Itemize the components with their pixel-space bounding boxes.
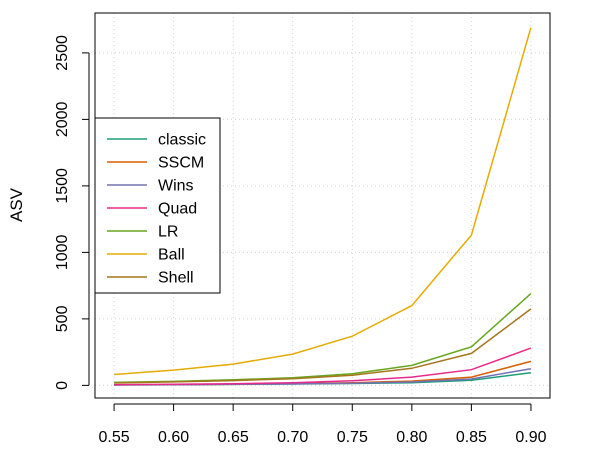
y-tick-label: 0 <box>54 381 71 390</box>
y-axis: 0 500 1000 1500 2000 2500 <box>54 35 90 390</box>
x-tick-label: 0.90 <box>515 429 546 446</box>
x-axis: 0.55 0.60 0.65 0.70 0.75 0.80 0.85 0.90 <box>98 403 547 446</box>
legend-label-lr: LR <box>158 224 178 241</box>
y-tick-label: 2500 <box>54 35 71 71</box>
legend-label-quad: Quad <box>158 201 197 218</box>
y-tick-label: 1000 <box>54 234 71 270</box>
legend-label-ball: Ball <box>158 247 185 264</box>
x-tick-label: 0.60 <box>158 429 189 446</box>
series-line-ball <box>114 27 532 376</box>
legend-label-shell: Shell <box>158 270 194 287</box>
y-tick-label: 1500 <box>54 168 71 204</box>
x-tick-label: 0.85 <box>456 429 487 446</box>
legend-label-classic: classic <box>158 132 206 149</box>
legend: classic SSCM Wins Quad LR Ball Shell <box>94 117 221 294</box>
y-tick-label: 2000 <box>54 101 71 137</box>
y-axis-title: ASV <box>7 187 26 222</box>
legend-label-sscm: SSCM <box>158 155 204 172</box>
x-tick-label: 0.75 <box>337 429 368 446</box>
series-line-shell <box>114 308 532 384</box>
x-tick-label: 0.55 <box>98 429 129 446</box>
x-tick-label: 0.80 <box>396 429 427 446</box>
series-line-quad <box>114 347 532 386</box>
series-lines <box>114 27 532 386</box>
y-tick-label: 500 <box>54 305 71 332</box>
legend-box <box>94 117 221 294</box>
legend-label-wins: Wins <box>158 178 194 195</box>
x-tick-label: 0.70 <box>277 429 308 446</box>
x-tick-label: 0.65 <box>218 429 249 446</box>
